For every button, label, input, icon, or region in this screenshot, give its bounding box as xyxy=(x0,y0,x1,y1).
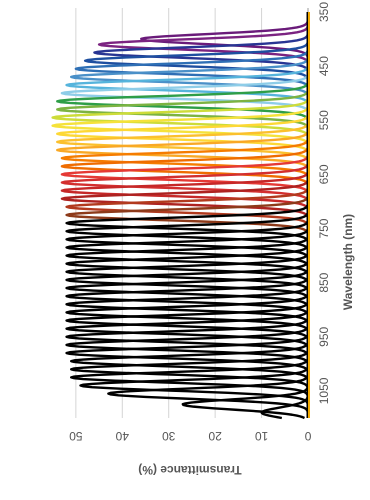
series-line-635nm xyxy=(62,12,308,418)
x-tick-label: 950 xyxy=(317,326,331,346)
x-tick-label: 750 xyxy=(317,218,331,238)
y-tick-label: 20 xyxy=(208,429,222,443)
series-line-590nm xyxy=(57,12,308,418)
series-line-980nm xyxy=(67,12,308,418)
x-axis-title: Wavelength (nm) xyxy=(341,214,355,310)
x-tick-label: 450 xyxy=(317,56,331,76)
series-line-680nm xyxy=(62,12,308,418)
y-tick-label: 40 xyxy=(115,429,129,443)
series-line-560nm xyxy=(53,12,308,418)
x-tick-label: 350 xyxy=(317,2,331,22)
y-axis-title: Transmittance (%) xyxy=(138,463,241,477)
y-tick-label: 50 xyxy=(69,429,83,443)
x-tick-label: 550 xyxy=(317,110,331,130)
series-line-500nm xyxy=(62,12,308,418)
series-line-650nm xyxy=(62,12,308,418)
y-tick-label: 10 xyxy=(255,429,269,443)
series-line-515nm xyxy=(57,12,308,418)
y-tick-label: 0 xyxy=(304,429,311,443)
series-line-695nm xyxy=(62,12,308,418)
x-tick-label: 850 xyxy=(317,272,331,292)
y-tick-label: 30 xyxy=(162,429,176,443)
series-lines xyxy=(53,12,309,418)
series-line-605nm xyxy=(57,12,308,418)
x-tick-label: 650 xyxy=(317,164,331,184)
series-line-665nm xyxy=(62,12,308,418)
series-line-545nm xyxy=(53,12,308,418)
series-line-620nm xyxy=(62,12,308,418)
series-line-575nm xyxy=(57,12,308,418)
x-tick-label: 1050 xyxy=(317,377,331,404)
series-line-530nm xyxy=(57,12,308,418)
